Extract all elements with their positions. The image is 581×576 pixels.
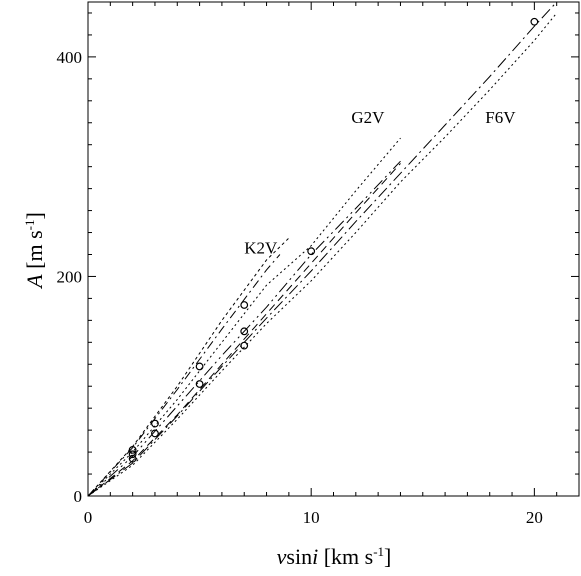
data-point	[195, 362, 204, 371]
x-tick-label: 10	[303, 508, 320, 527]
series-layer	[87, 1, 558, 497]
y-axis-title: A [m s-1]	[22, 212, 47, 290]
series-line-2	[87, 254, 281, 497]
data-point	[530, 17, 539, 26]
plot-frame	[87, 1, 580, 497]
annotation-k2v: K2V	[244, 238, 278, 257]
data-point	[240, 327, 249, 336]
data-point	[195, 380, 204, 388]
data-point	[307, 247, 316, 256]
annotation-f6v: F6V	[485, 108, 516, 127]
series-line-3	[87, 137, 401, 497]
points-layer	[128, 17, 539, 463]
y-tick-label: 0	[74, 487, 83, 506]
annotation-g2v: G2V	[351, 108, 385, 127]
data-point	[240, 341, 249, 350]
series-line-1	[87, 237, 290, 497]
data-point	[151, 429, 159, 438]
series-line-4	[87, 160, 401, 497]
x-tick-label: 0	[84, 508, 93, 527]
x-axis-title: vsini [km s-1]	[277, 544, 392, 569]
data-point	[128, 454, 137, 463]
y-tick-label: 400	[57, 48, 83, 67]
annotations: K2V G2V F6V	[244, 108, 516, 258]
data-point	[128, 450, 137, 459]
series-line-5	[87, 163, 401, 497]
x-tick-label: 20	[526, 508, 543, 527]
data-point	[128, 445, 137, 454]
data-point	[240, 301, 249, 309]
y-tick-label: 200	[57, 267, 83, 286]
data-point	[151, 419, 159, 428]
